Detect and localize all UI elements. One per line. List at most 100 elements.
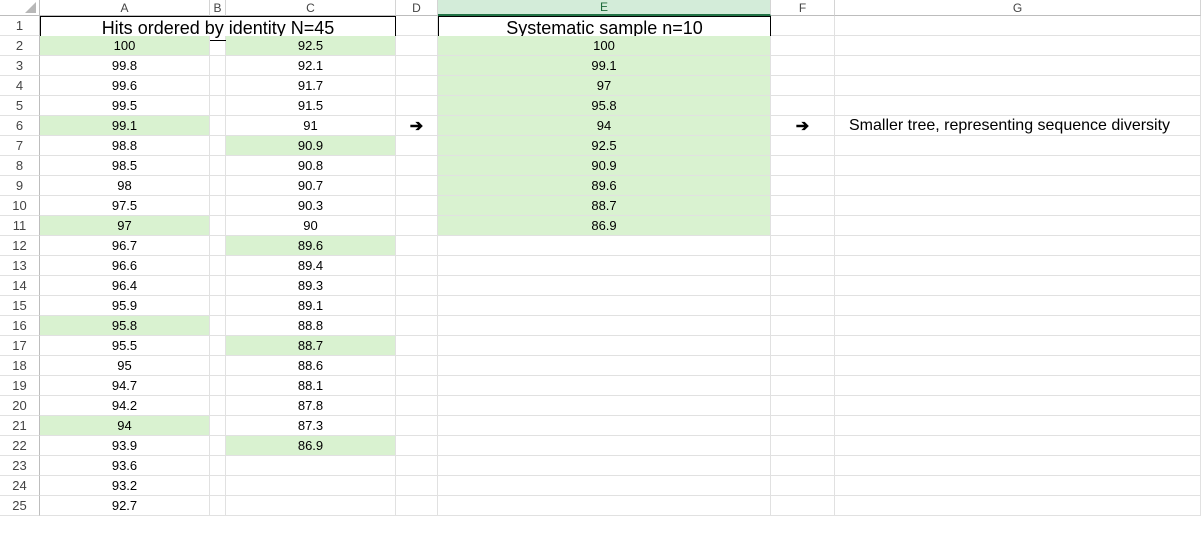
cell-d4[interactable] xyxy=(396,76,438,96)
cell-f8[interactable] xyxy=(771,156,835,176)
cell-g8[interactable] xyxy=(835,156,1201,176)
cell-f19[interactable] xyxy=(771,376,835,396)
cell-f9[interactable] xyxy=(771,176,835,196)
row-header-13[interactable]: 13 xyxy=(0,256,40,276)
cell-c4[interactable]: 91.7 xyxy=(226,76,396,96)
cell-b2[interactable] xyxy=(210,36,226,56)
row-header-22[interactable]: 22 xyxy=(0,436,40,456)
cell-f5[interactable] xyxy=(771,96,835,116)
cell-e2[interactable]: 100 xyxy=(438,36,771,56)
cell-d3[interactable] xyxy=(396,56,438,76)
cell-f16[interactable] xyxy=(771,316,835,336)
row-header-6[interactable]: 6 xyxy=(0,116,40,136)
cell-g9[interactable] xyxy=(835,176,1201,196)
cell-b20[interactable] xyxy=(210,396,226,416)
cell-f2[interactable] xyxy=(771,36,835,56)
column-header-f[interactable]: F xyxy=(771,0,835,16)
cell-e6[interactable]: 94 xyxy=(438,116,771,136)
cell-b14[interactable] xyxy=(210,276,226,296)
cell-c14[interactable]: 89.3 xyxy=(226,276,396,296)
cell-g14[interactable] xyxy=(835,276,1201,296)
cell-c6[interactable]: 91 xyxy=(226,116,396,136)
row-header-25[interactable]: 25 xyxy=(0,496,40,516)
cell-g5[interactable] xyxy=(835,96,1201,116)
column-header-g[interactable]: G xyxy=(835,0,1201,16)
row-header-2[interactable]: 2 xyxy=(0,36,40,56)
cell-c9[interactable]: 90.7 xyxy=(226,176,396,196)
cell-d8[interactable] xyxy=(396,156,438,176)
cell-e8[interactable]: 90.9 xyxy=(438,156,771,176)
row-header-12[interactable]: 12 xyxy=(0,236,40,256)
cell-e19[interactable] xyxy=(438,376,771,396)
cell-a3[interactable]: 99.8 xyxy=(40,56,210,76)
cell-g24[interactable] xyxy=(835,476,1201,496)
cell-a19[interactable]: 94.7 xyxy=(40,376,210,396)
cell-e23[interactable] xyxy=(438,456,771,476)
cell-e11[interactable]: 86.9 xyxy=(438,216,771,236)
cell-b22[interactable] xyxy=(210,436,226,456)
cell-a6[interactable]: 99.1 xyxy=(40,116,210,136)
cell-c12[interactable]: 89.6 xyxy=(226,236,396,256)
cell-f10[interactable] xyxy=(771,196,835,216)
cell-e17[interactable] xyxy=(438,336,771,356)
cell-a20[interactable]: 94.2 xyxy=(40,396,210,416)
cell-d7[interactable] xyxy=(396,136,438,156)
cell-e3[interactable]: 99.1 xyxy=(438,56,771,76)
cell-d25[interactable] xyxy=(396,496,438,516)
cell-d5[interactable] xyxy=(396,96,438,116)
cell-b19[interactable] xyxy=(210,376,226,396)
cell-c15[interactable]: 89.1 xyxy=(226,296,396,316)
cell-a15[interactable]: 95.9 xyxy=(40,296,210,316)
cell-c20[interactable]: 87.8 xyxy=(226,396,396,416)
cell-a12[interactable]: 96.7 xyxy=(40,236,210,256)
cell-d2[interactable] xyxy=(396,36,438,56)
cell-d20[interactable] xyxy=(396,396,438,416)
cell-f11[interactable] xyxy=(771,216,835,236)
cell-e18[interactable] xyxy=(438,356,771,376)
column-header-c[interactable]: C xyxy=(226,0,396,16)
cell-b21[interactable] xyxy=(210,416,226,436)
cell-d15[interactable] xyxy=(396,296,438,316)
cell-e16[interactable] xyxy=(438,316,771,336)
row-header-4[interactable]: 4 xyxy=(0,76,40,96)
row-header-16[interactable]: 16 xyxy=(0,316,40,336)
column-header-e[interactable]: E xyxy=(438,0,771,16)
cell-d14[interactable] xyxy=(396,276,438,296)
cell-g21[interactable] xyxy=(835,416,1201,436)
cell-g12[interactable] xyxy=(835,236,1201,256)
cell-c22[interactable]: 86.9 xyxy=(226,436,396,456)
cell-c25[interactable] xyxy=(226,496,396,516)
cell-b15[interactable] xyxy=(210,296,226,316)
cell-g11[interactable] xyxy=(835,216,1201,236)
row-header-11[interactable]: 11 xyxy=(0,216,40,236)
row-header-15[interactable]: 15 xyxy=(0,296,40,316)
cell-a14[interactable]: 96.4 xyxy=(40,276,210,296)
cell-f7[interactable] xyxy=(771,136,835,156)
cell-e9[interactable]: 89.6 xyxy=(438,176,771,196)
row-header-23[interactable]: 23 xyxy=(0,456,40,476)
cell-c5[interactable]: 91.5 xyxy=(226,96,396,116)
cell-g18[interactable] xyxy=(835,356,1201,376)
cell-g10[interactable] xyxy=(835,196,1201,216)
cell-e25[interactable] xyxy=(438,496,771,516)
title-hits-ordered[interactable]: Hits ordered by identity N=45 xyxy=(40,16,396,41)
cell-d21[interactable] xyxy=(396,416,438,436)
cell-d13[interactable] xyxy=(396,256,438,276)
row-header-19[interactable]: 19 xyxy=(0,376,40,396)
cell-c3[interactable]: 92.1 xyxy=(226,56,396,76)
row-header-14[interactable]: 14 xyxy=(0,276,40,296)
cell-d11[interactable] xyxy=(396,216,438,236)
row-header-20[interactable]: 20 xyxy=(0,396,40,416)
cell-e4[interactable]: 97 xyxy=(438,76,771,96)
cell-e21[interactable] xyxy=(438,416,771,436)
cell-d24[interactable] xyxy=(396,476,438,496)
cell-d16[interactable] xyxy=(396,316,438,336)
row-header-24[interactable]: 24 xyxy=(0,476,40,496)
cell-g20[interactable] xyxy=(835,396,1201,416)
cell-f18[interactable] xyxy=(771,356,835,376)
cell-g1[interactable] xyxy=(835,16,1201,36)
cell-g4[interactable] xyxy=(835,76,1201,96)
cell-d17[interactable] xyxy=(396,336,438,356)
cell-a2[interactable]: 100 xyxy=(40,36,210,56)
